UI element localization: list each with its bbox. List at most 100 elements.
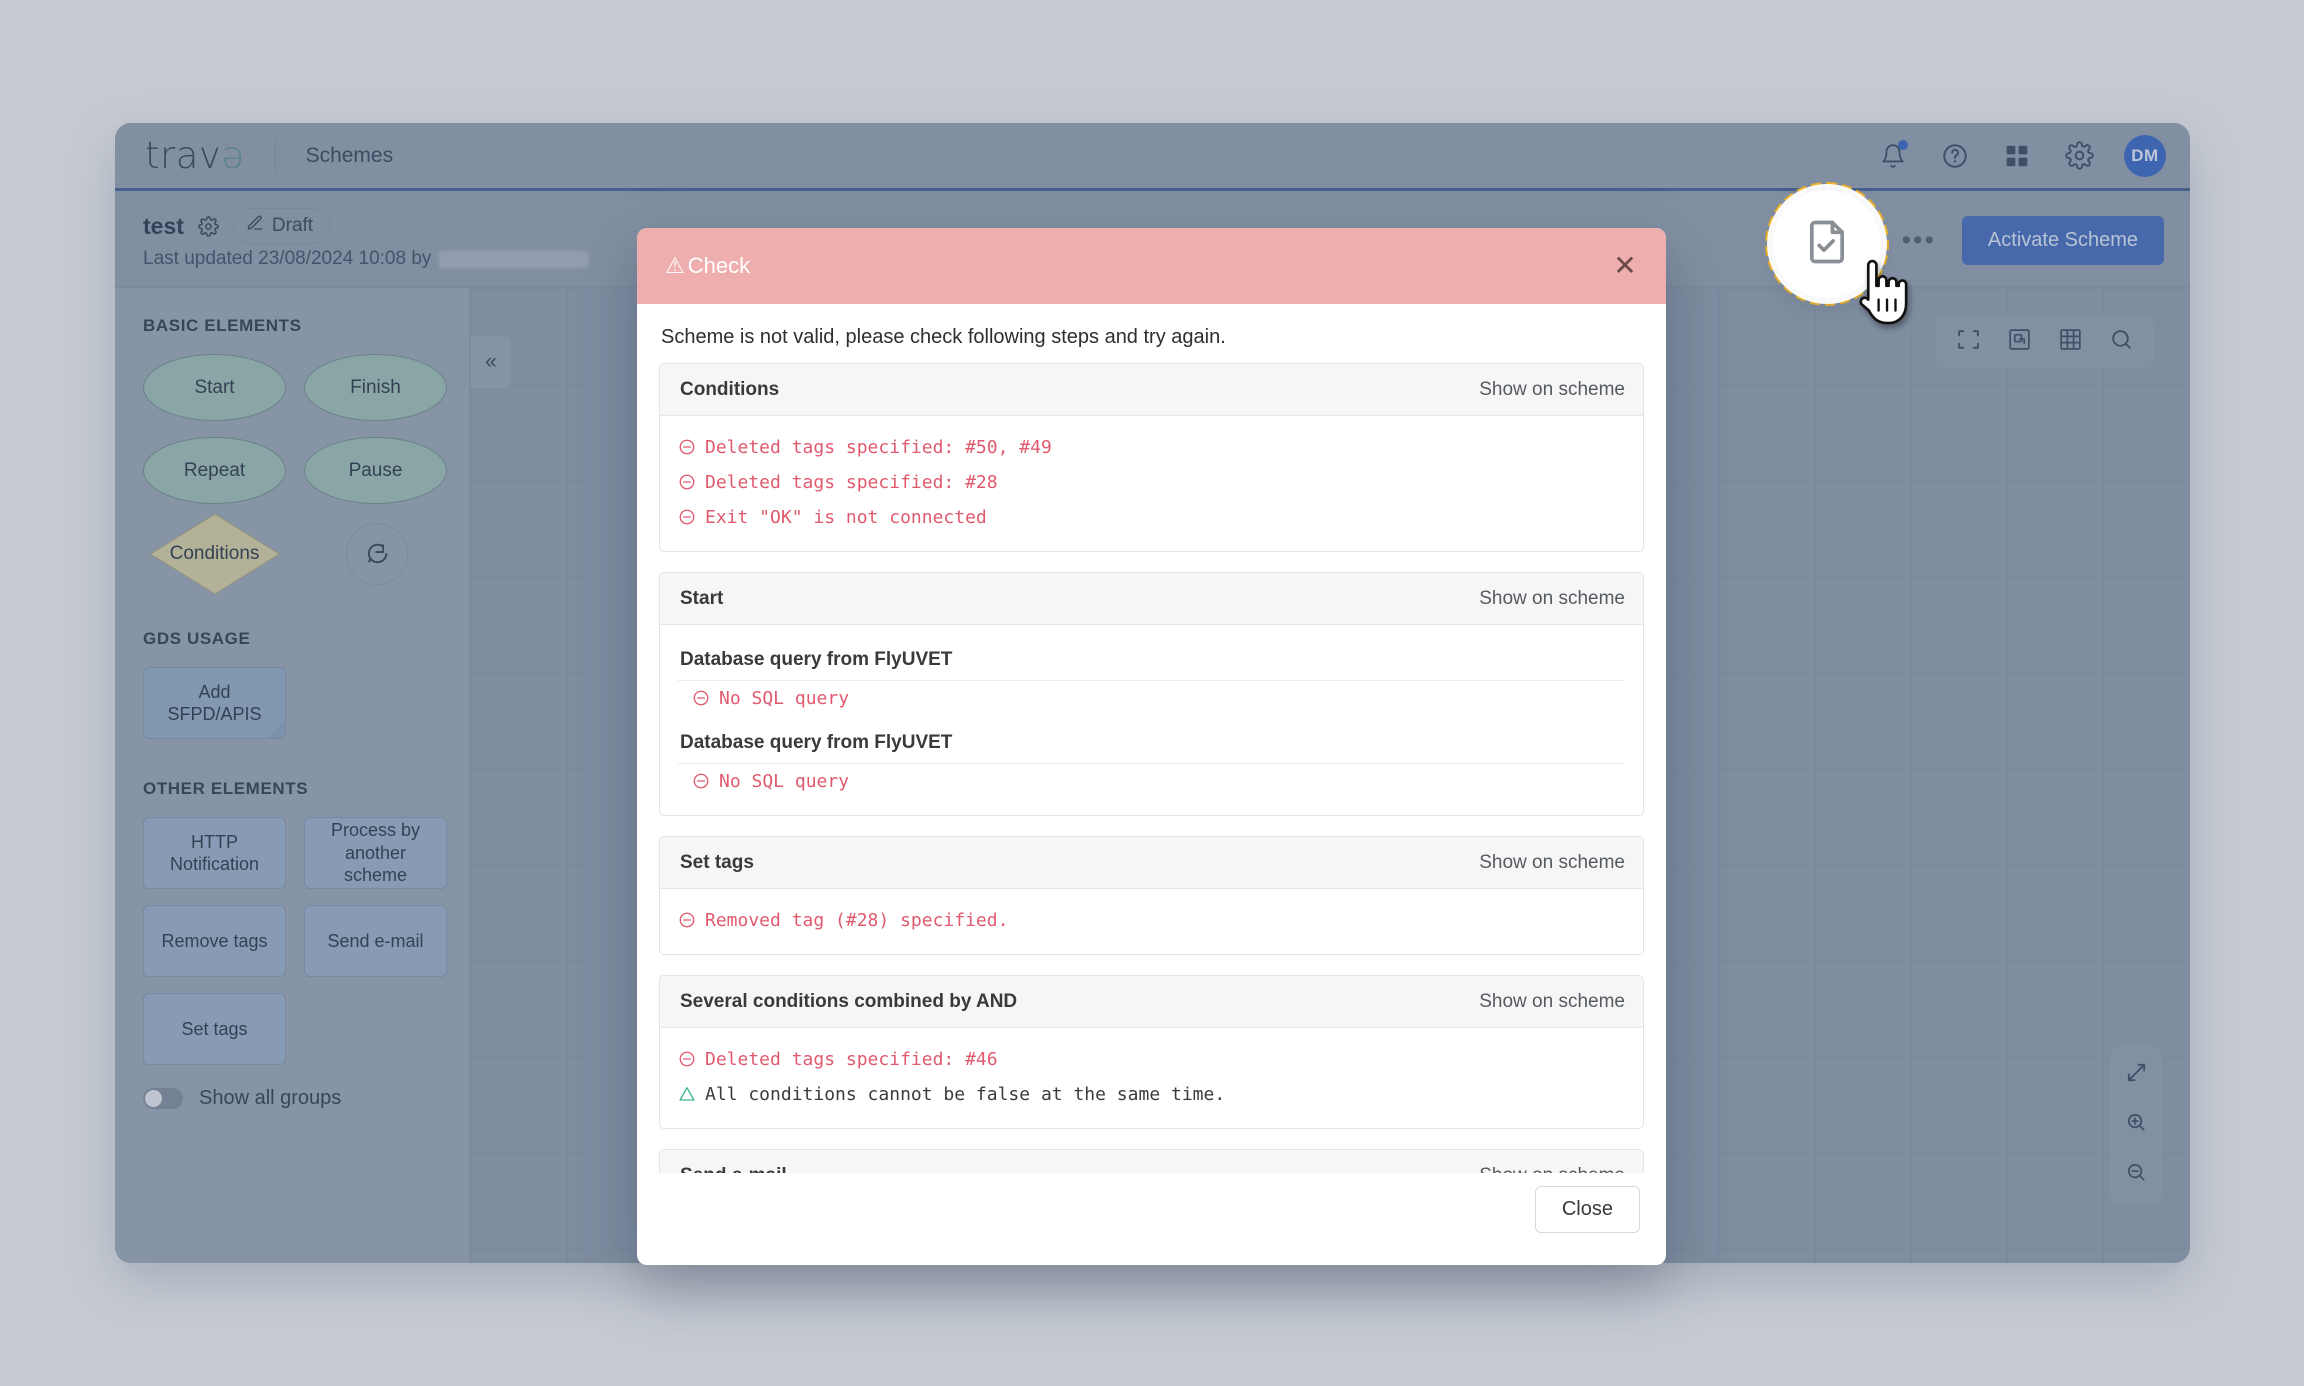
top-navigation-bar: travə Schemes — [115, 123, 2190, 191]
check-dialog-body: Scheme is not valid, please check follow… — [637, 304, 1666, 1173]
element-pause[interactable]: Pause — [304, 437, 447, 504]
element-process-by-another-scheme[interactable]: Process by another scheme — [304, 817, 447, 889]
basic-shapes-row-2: Repeat Pause — [143, 437, 469, 504]
frame-select-icon[interactable] — [2007, 327, 2032, 357]
grid-apps-icon[interactable] — [2000, 139, 2034, 173]
close-button[interactable]: Close — [1534, 1185, 1640, 1233]
grid-icon[interactable] — [2058, 327, 2083, 357]
brand-tail: ə — [221, 134, 245, 177]
warning-triangle-icon — [678, 1085, 696, 1103]
issue-text: Deleted tags specified: #28 — [705, 472, 998, 493]
issue-text: Deleted tags specified: #46 — [705, 1049, 998, 1070]
scheme-settings-gear-icon[interactable] — [198, 215, 219, 237]
comment-bubble-icon[interactable] — [346, 523, 408, 585]
show-on-scheme-link[interactable]: Show on scheme — [1479, 1165, 1625, 1174]
check-section-body: Database query from FlyUVET No SQL query… — [660, 625, 1643, 815]
expand-icon[interactable] — [2125, 1061, 2148, 1089]
status-badge-label: Draft — [271, 215, 314, 236]
nav-section-schemes[interactable]: Schemes — [305, 143, 394, 167]
gear-icon[interactable] — [2062, 139, 2096, 173]
show-all-groups-label: Show all groups — [199, 1087, 342, 1109]
collapse-panel-button[interactable]: « — [471, 336, 511, 388]
check-section-body: Deleted tags specified: #46 All conditio… — [660, 1028, 1643, 1128]
check-dialog-title: ⚠ Check — [665, 253, 750, 279]
element-finish[interactable]: Finish — [304, 354, 447, 421]
check-section-header: Start Show on scheme — [660, 573, 1643, 625]
issue-row: Exit "OK" is not connected — [678, 500, 1625, 535]
check-scheme-spotlight[interactable] — [1773, 190, 1881, 298]
other-cards-row-3: Set tags — [143, 993, 469, 1065]
issue-row: All conditions cannot be false at the sa… — [678, 1077, 1625, 1112]
element-conditions[interactable]: Conditions — [143, 513, 286, 595]
element-add-sfpd-apis[interactable]: Add SFPD/APIS — [143, 667, 286, 739]
check-section: Several conditions combined by AND Show … — [659, 975, 1644, 1129]
minus-circle-icon — [678, 911, 696, 929]
show-on-scheme-link[interactable]: Show on scheme — [1479, 851, 1625, 873]
check-section-header: Set tags Show on scheme — [660, 837, 1643, 889]
show-on-scheme-link[interactable]: Show on scheme — [1479, 990, 1625, 1012]
pointing-hand-cursor — [1859, 259, 1908, 325]
check-section-header: Several conditions combined by AND Show … — [660, 976, 1643, 1028]
check-dialog-intro: Scheme is not valid, please check follow… — [661, 326, 1226, 348]
minus-circle-icon — [678, 1050, 696, 1068]
check-section: Send e-mail Show on scheme Text template… — [659, 1149, 1644, 1173]
trava-logo[interactable]: travə — [145, 134, 245, 177]
brand-name: trav — [145, 134, 222, 177]
last-updated-text: Last updated 23/08/2024 10:08 by — [143, 248, 590, 270]
check-section: Set tags Show on scheme Removed tag (#28… — [659, 836, 1644, 955]
element-http-notification[interactable]: HTTP Notification — [143, 817, 286, 889]
toggle-knob — [145, 1090, 162, 1107]
check-section-title: Start — [680, 587, 724, 609]
zoom-toolbar — [2110, 1045, 2162, 1205]
show-on-scheme-link[interactable]: Show on scheme — [1479, 378, 1625, 400]
check-section-body: Removed tag (#28) specified. — [660, 889, 1643, 954]
check-section-title: Send e-mail — [680, 1165, 787, 1174]
issue-text: Deleted tags specified: #50, #49 — [705, 437, 1052, 458]
document-check-icon[interactable] — [1801, 216, 1853, 273]
check-section-header: Conditions Show on scheme — [660, 364, 1643, 416]
check-section-header: Send e-mail Show on scheme — [660, 1150, 1643, 1173]
more-options-button[interactable]: ••• — [1901, 225, 1936, 256]
close-icon[interactable]: ✕ — [1613, 250, 1637, 281]
panel-group-title-other: OTHER ELEMENTS — [143, 779, 309, 798]
issue-text: Removed tag (#28) specified. — [705, 910, 1009, 931]
basic-shapes-row-3: Conditions — [143, 513, 469, 595]
issue-row: Removed tag (#28) specified. — [678, 903, 1625, 938]
element-set-tags[interactable]: Set tags — [143, 993, 286, 1065]
check-subgroup-label: Database query from FlyUVET — [678, 639, 1625, 681]
search-icon[interactable] — [2109, 327, 2134, 357]
notification-badge — [1898, 139, 1908, 150]
panel-group-title-basic: BASIC ELEMENTS — [143, 316, 302, 335]
element-repeat[interactable]: Repeat — [143, 437, 286, 504]
element-start[interactable]: Start — [143, 354, 286, 421]
question-circle-icon[interactable] — [1938, 139, 1972, 173]
status-badge-draft[interactable]: Draft — [232, 208, 331, 244]
brand-divider — [274, 138, 276, 173]
minus-circle-icon — [678, 473, 696, 491]
check-section-title: Set tags — [680, 851, 754, 873]
other-cards-row-2: Remove tags Send e-mail — [143, 905, 469, 977]
issue-text: No SQL query — [719, 688, 850, 709]
warning-triangle-icon: ⚠ — [665, 253, 685, 278]
page-title: test — [143, 212, 184, 239]
element-send-email[interactable]: Send e-mail — [304, 905, 447, 977]
bell-icon[interactable] — [1876, 139, 1910, 173]
toggle-switch[interactable] — [143, 1088, 183, 1109]
issue-row: No SQL query — [678, 681, 1625, 716]
issue-row: Deleted tags specified: #28 — [678, 465, 1625, 500]
zoom-in-icon[interactable] — [2125, 1111, 2148, 1139]
zoom-out-icon[interactable] — [2125, 1161, 2148, 1189]
minus-circle-icon — [692, 689, 710, 707]
check-dialog-title-text: Check — [687, 253, 751, 278]
fit-screen-icon[interactable] — [1956, 327, 1981, 357]
check-subgroup-label: Database query from FlyUVET — [678, 722, 1625, 764]
other-cards-row-1: HTTP Notification Process by another sch… — [143, 817, 469, 889]
minus-circle-icon — [678, 438, 696, 456]
avatar[interactable]: DM — [2124, 134, 2166, 177]
show-on-scheme-link[interactable]: Show on scheme — [1479, 587, 1625, 609]
element-remove-tags[interactable]: Remove tags — [143, 905, 286, 977]
scheme-actions: ••• Activate Scheme — [1902, 216, 2164, 265]
show-all-groups-toggle[interactable]: Show all groups — [143, 1087, 469, 1110]
activate-scheme-button[interactable]: Activate Scheme — [1961, 216, 2164, 265]
panel-group-title-gds: GDS USAGE — [143, 629, 251, 648]
